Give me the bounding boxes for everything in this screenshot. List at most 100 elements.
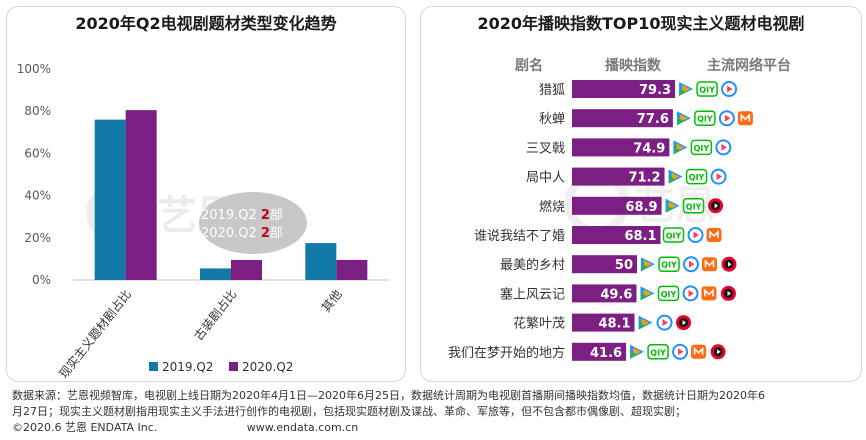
bar-2020-1 (231, 259, 262, 280)
right-chart-panel: 2020年播映指数TOP10现实主义题材电视剧 艺恩 剧名 播映指数 主流网络平… (420, 6, 862, 382)
legend-swatch-0 (149, 362, 158, 371)
platform-icons: QIY (676, 110, 753, 127)
index-value-label: 68.9 (625, 200, 657, 215)
header-name: 剧名 (515, 57, 543, 74)
mgtv-icon (701, 286, 717, 301)
ranking-row: 花繁叶茂 48.1 (513, 313, 692, 332)
svg-text:QIY: QIY (666, 232, 682, 241)
footer-definition-line: 月27日；现实主义题材剧指用现实主义手法进行创作的电视剧，包括现实题材剧及谍战、… (12, 405, 686, 418)
svg-text:QIY: QIY (697, 115, 713, 124)
annotation-bubble: 2019.Q2 2部 2020.Q2 2部 (199, 192, 307, 254)
y-tick-label: 20% (24, 231, 51, 245)
iqiyi-icon: QIY (658, 256, 680, 272)
svg-text:QIY: QIY (699, 86, 715, 95)
youku-icon (683, 256, 699, 273)
ranking-row: 猎狐 79.3 QIY (539, 80, 738, 98)
svg-text:QIY: QIY (661, 261, 677, 270)
footer-source-line: 数据来源：艺恩视频智库，电视剧上线日期为2020年4月1日—2020年6月25日… (12, 389, 765, 402)
pptv-icon (676, 315, 692, 331)
tencent-video-icon (640, 286, 655, 301)
website-link[interactable]: www.endata.com.cn (246, 421, 359, 434)
svg-text:QIY: QIY (694, 144, 710, 153)
youku-icon (715, 139, 732, 156)
platform-icons: QIY (668, 168, 727, 185)
y-tick-label: 0% (32, 273, 51, 287)
drama-name: 谁说我结不了婚 (474, 229, 565, 244)
x-category-label: 现实主义题材剧占比 (56, 287, 134, 381)
tencent-video-icon (630, 344, 645, 359)
y-tick-label: 100% (17, 62, 51, 76)
pptv-icon (710, 344, 726, 360)
bar-2019-1 (200, 268, 231, 280)
y-tick-label: 60% (24, 146, 51, 160)
youku-icon (656, 314, 673, 331)
svg-text:QIY: QIY (686, 202, 702, 211)
pptv-icon (720, 285, 736, 301)
index-value-label: 79.3 (639, 83, 671, 98)
bar-2019-0 (94, 119, 126, 280)
index-bar (572, 138, 670, 157)
index-bar (572, 284, 637, 303)
youku-icon (710, 168, 727, 185)
iqiyi-icon: QIY (682, 198, 705, 214)
legend-label-0: 2019.Q2 (162, 360, 213, 374)
index-value-label: 41.6 (590, 346, 622, 361)
footer-notes: 数据来源：艺恩视频智库，电视剧上线日期为2020年4月1日—2020年6月25日… (12, 388, 860, 436)
pptv-icon (721, 256, 737, 272)
drama-name: 猎狐 (539, 83, 565, 98)
iqiyi-icon: QIY (685, 168, 708, 185)
ranking-row: 局中人 71.2 QIY (526, 167, 727, 186)
index-bar (572, 342, 627, 361)
copyright-text: ©2020.6 艺恩 ENDATA Inc. (12, 421, 158, 434)
legend-swatch-1 (229, 362, 238, 371)
drama-name: 秋蝉 (539, 112, 565, 127)
drama-name: 我们在梦开始的地方 (448, 345, 565, 361)
tencent-video-icon (665, 198, 680, 213)
iqiyi-icon: QIY (657, 285, 680, 302)
youku-icon (687, 227, 704, 243)
index-value-label: 68.1 (624, 229, 656, 244)
annotation-line-2020: 2020.Q2 2部 (201, 226, 283, 241)
platform-icons: QIY (630, 343, 726, 360)
ranking-row: 最美的乡村 50 QIY (500, 255, 737, 274)
annotation-line-2019: 2019.Q2 2部 (201, 208, 283, 223)
y-tick-label: 80% (24, 104, 51, 118)
youku-icon (721, 81, 738, 97)
bar-2020-0 (125, 110, 157, 281)
platform-icons: QIY (641, 256, 737, 273)
platform-icons: QIY (679, 81, 738, 97)
svg-text:QIY: QIY (650, 348, 666, 357)
drama-name: 花繁叶茂 (513, 316, 565, 332)
index-bar (572, 226, 661, 244)
tencent-video-icon (638, 315, 653, 330)
index-value-label: 71.2 (628, 171, 660, 186)
ranking-row: 秋蝉 77.6 QIY (539, 109, 753, 128)
youku-icon (718, 110, 735, 127)
tencent-video-icon (676, 111, 691, 126)
chart-legend: 2019.Q2 2020.Q2 (149, 360, 293, 374)
ranking-row: 燃烧 68.9 QIY (539, 196, 724, 215)
header-index: 播映指数 (605, 57, 662, 74)
index-bar (572, 109, 673, 128)
left-chart-panel: 2020年Q2电视剧题材类型变化趋势 艺恩 0% 20% 40% 60% 80% 100%… (6, 6, 406, 382)
y-tick-label: 40% (24, 189, 51, 203)
legend-label-1: 2020.Q2 (242, 360, 293, 374)
svg-text:QIY: QIY (661, 290, 677, 299)
tencent-video-icon (679, 82, 694, 96)
tencent-video-icon (668, 169, 683, 184)
platform-icons: QIY (665, 198, 724, 214)
left-chart-title: 2020年Q2电视剧题材类型变化趋势 (75, 14, 337, 33)
drama-name: 燃烧 (539, 199, 565, 215)
index-value-label: 49.6 (600, 287, 632, 302)
footer-credit-line: ©2020.6 艺恩 ENDATA Inc. www.endata.com.cn (12, 420, 860, 436)
index-bar (572, 196, 662, 215)
x-category-label: 其他 (319, 287, 345, 315)
right-chart-title: 2020年播映指数TOP10现实主义题材电视剧 (477, 14, 805, 33)
platform-icons: QIY (673, 139, 732, 156)
drama-name: 塞上风云记 (500, 286, 565, 302)
platform-icons: QIY (662, 227, 722, 243)
mgtv-icon (706, 228, 722, 242)
index-value-label: 77.6 (637, 112, 669, 127)
index-value-label: 48.1 (598, 317, 630, 332)
